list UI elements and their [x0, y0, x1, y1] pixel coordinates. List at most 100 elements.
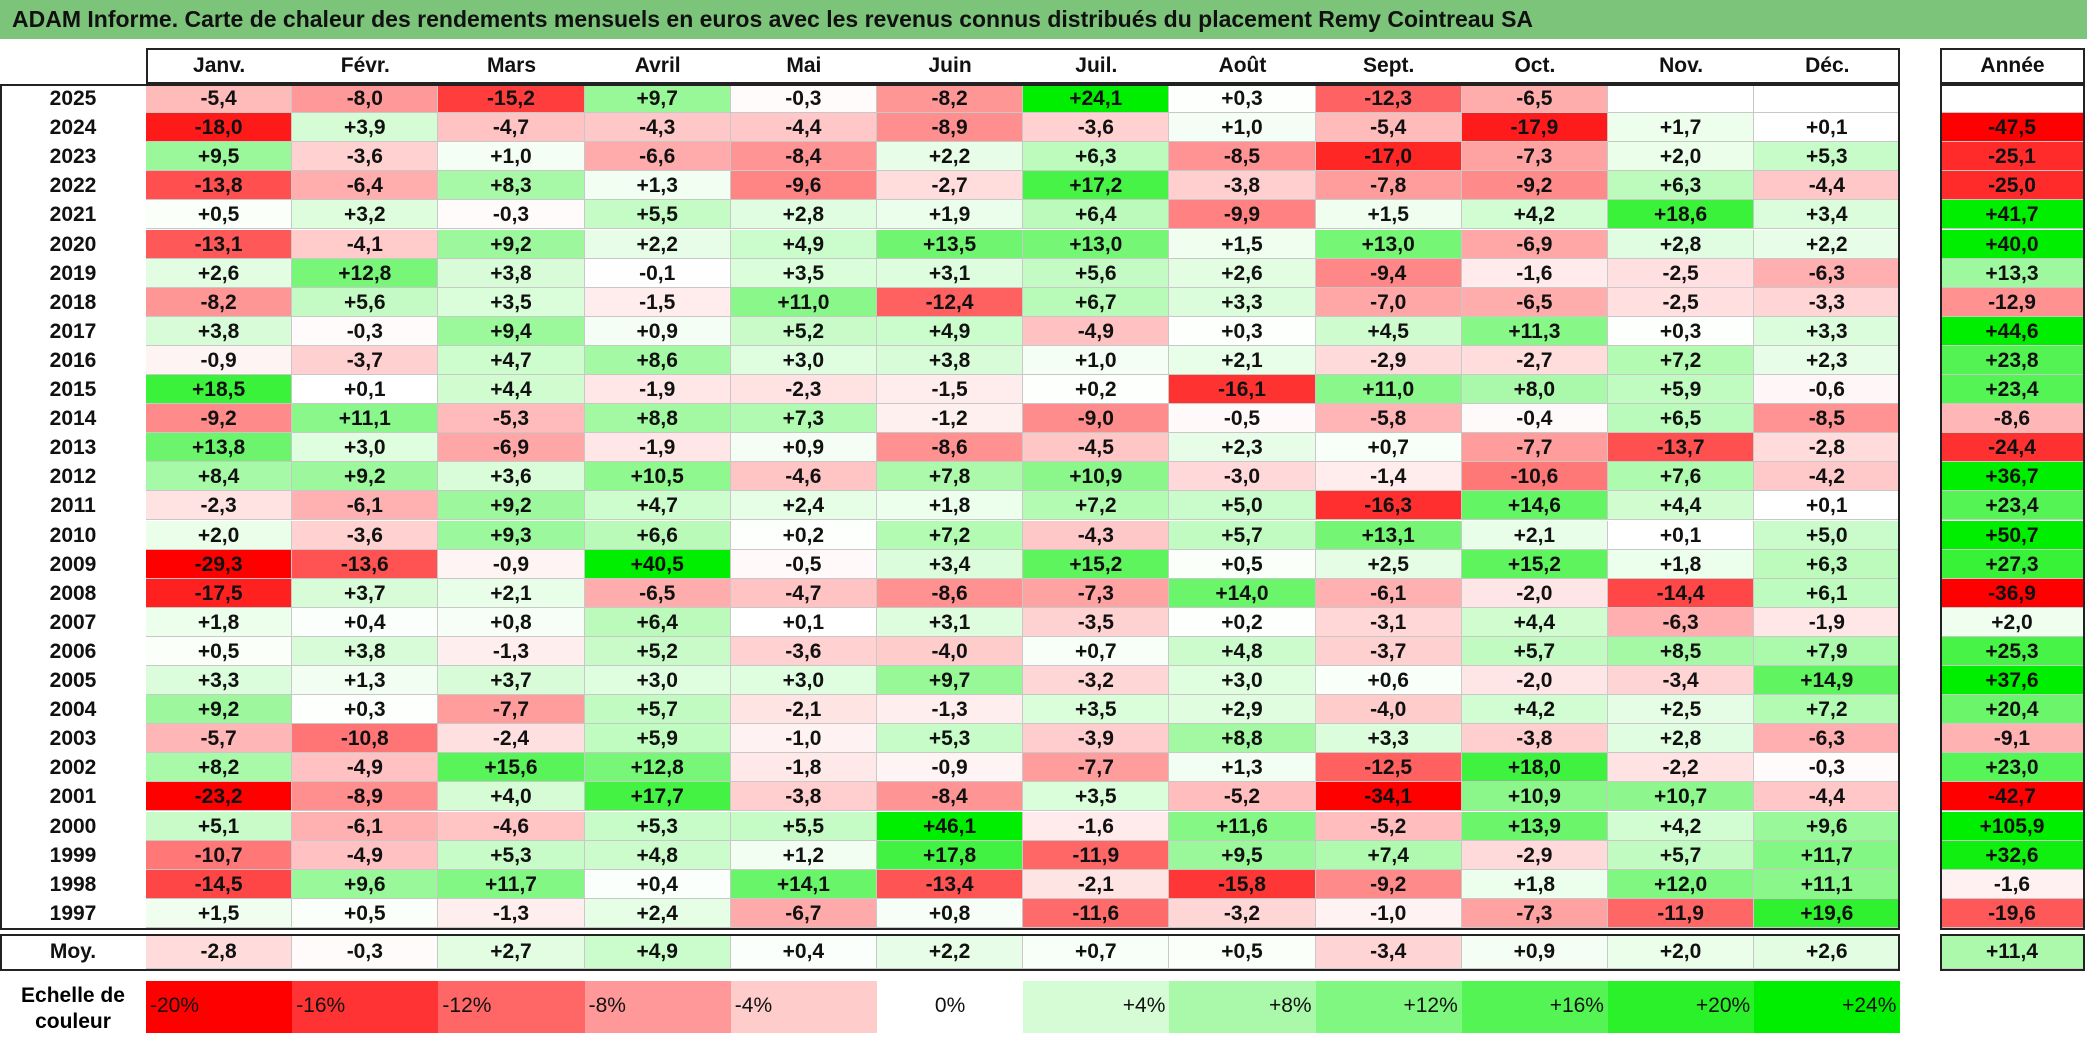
column-header: Mai — [730, 48, 877, 83]
annual-cell: -25,1 — [1940, 142, 2085, 172]
heatmap-cell: +3,0 — [292, 433, 439, 463]
heatmap-cell: +6,3 — [1608, 171, 1755, 201]
heatmap-cell: -10,8 — [292, 724, 439, 754]
row-year-label: 2019 — [49, 261, 97, 285]
heatmap-cell: +1,3 — [292, 666, 439, 696]
heatmap-cell: -0,5 — [730, 549, 877, 579]
annual-cell: -9,1 — [1940, 724, 2085, 754]
heatmap-cell: +5,6 — [292, 287, 439, 317]
row-year-label: 1999 — [49, 843, 97, 867]
row-year-label: 2021 — [49, 203, 97, 227]
color-scale-swatch: -12% — [438, 981, 585, 1033]
average-cell: +2,2 — [877, 933, 1024, 969]
heatmap-cell: +0,3 — [1169, 84, 1316, 114]
heatmap-cell: +0,2 — [1023, 375, 1170, 405]
heatmap-cell: -8,9 — [877, 113, 1024, 143]
heatmap-cell: +2,4 — [584, 898, 731, 928]
heatmap-cell — [1754, 84, 1901, 114]
annual-cell: +32,6 — [1940, 840, 2085, 870]
heatmap-cell: -3,8 — [1461, 724, 1608, 754]
heatmap-cell: +11,1 — [1754, 869, 1901, 899]
annual-cell — [1940, 84, 2085, 114]
heatmap-cell: +7,2 — [1608, 345, 1755, 375]
heatmap-cell: +2,3 — [1754, 345, 1901, 375]
heatmap-cell: +3,3 — [1169, 287, 1316, 317]
heatmap-cell: +2,1 — [1169, 345, 1316, 375]
heatmap-cell: +3,7 — [292, 578, 439, 608]
heatmap-cell: +0,4 — [292, 607, 439, 637]
heatmap-cell: +3,0 — [730, 666, 877, 696]
heatmap-cell: +11,7 — [1754, 840, 1901, 870]
heatmap-cell: -3,6 — [292, 142, 439, 172]
annual-cell: +40,0 — [1940, 229, 2085, 259]
heatmap-cell: +5,3 — [438, 840, 585, 870]
heatmap-cell: -1,3 — [877, 695, 1024, 725]
row-year-label: 2018 — [49, 290, 97, 314]
heatmap-cell: +5,6 — [1023, 258, 1170, 288]
heatmap-cell: -8,5 — [1754, 404, 1901, 434]
heatmap-cell: +9,7 — [584, 84, 731, 114]
heatmap-cell: +3,3 — [1315, 724, 1462, 754]
heatmap-cell: -4,7 — [438, 113, 585, 143]
heatmap-cell: -9,2 — [146, 404, 293, 434]
heatmap-cell: +6,4 — [1023, 200, 1170, 230]
row-year-label: 2017 — [49, 319, 97, 343]
heatmap-cell: +2,9 — [1169, 695, 1316, 725]
heatmap-cell: +13,5 — [877, 229, 1024, 259]
annual-cell: +50,7 — [1940, 520, 2085, 550]
heatmap-cell: +11,6 — [1169, 811, 1316, 841]
annual-cell: +25,3 — [1940, 636, 2085, 666]
heatmap-cell: -2,9 — [1461, 840, 1608, 870]
heatmap-cell: +2,2 — [877, 142, 1024, 172]
row-year-label: 2016 — [49, 348, 97, 372]
heatmap-cell: +24,1 — [1023, 84, 1170, 114]
heatmap-cell: -3,2 — [1169, 898, 1316, 928]
heatmap-cell: +2,4 — [730, 491, 877, 521]
heatmap-cell: +4,2 — [1461, 200, 1608, 230]
heatmap-cell: -6,1 — [1315, 578, 1462, 608]
heatmap-cell: +7,4 — [1315, 840, 1462, 870]
heatmap-cell: -12,5 — [1315, 753, 1462, 783]
heatmap-cell: +5,0 — [1754, 520, 1901, 550]
heatmap-cell: -5,8 — [1315, 404, 1462, 434]
heatmap-cell: -6,4 — [292, 171, 439, 201]
heatmap-cell: +3,9 — [292, 113, 439, 143]
color-scale-swatch: 0% — [877, 981, 1024, 1033]
color-scale-swatch: +24% — [1754, 981, 1901, 1033]
heatmap-cell: -4,0 — [1315, 695, 1462, 725]
heatmap-cell: +6,3 — [1754, 549, 1901, 579]
heatmap-cell: +3,8 — [438, 258, 585, 288]
heatmap-cell: +4,2 — [1608, 811, 1755, 841]
heatmap-cell: -7,7 — [1461, 433, 1608, 463]
row-year-label: 1997 — [49, 901, 97, 925]
color-scale-swatch: -4% — [730, 981, 877, 1033]
heatmap-cell: +13,1 — [1315, 520, 1462, 550]
heatmap-cell: -2,3 — [146, 491, 293, 521]
heatmap-cell: -1,0 — [730, 724, 877, 754]
heatmap-cell: +15,2 — [1461, 549, 1608, 579]
heatmap-cell: -3,8 — [730, 782, 877, 812]
heatmap-cell: -23,2 — [146, 782, 293, 812]
heatmap-cell: +8,2 — [146, 753, 293, 783]
heatmap-cell: -0,4 — [1461, 404, 1608, 434]
heatmap-cell: +0,4 — [584, 869, 731, 899]
row-year-label: 2003 — [49, 727, 97, 751]
heatmap-cell: +5,7 — [1169, 520, 1316, 550]
heatmap-cell: -1,5 — [877, 375, 1024, 405]
heatmap-cell: -0,3 — [438, 200, 585, 230]
column-header: Sept. — [1315, 48, 1462, 83]
color-scale-swatch: +16% — [1461, 981, 1608, 1033]
heatmap-cell: +5,0 — [1169, 491, 1316, 521]
heatmap-cell: -3,6 — [1023, 113, 1170, 143]
heatmap-cell: +4,7 — [438, 345, 585, 375]
heatmap-cell: -2,9 — [1315, 345, 1462, 375]
heatmap-cell — [1608, 84, 1755, 114]
heatmap-cell: +10,9 — [1023, 462, 1170, 492]
heatmap-cell: +5,7 — [1461, 636, 1608, 666]
average-annual-cell: +11,4 — [1940, 933, 2085, 969]
heatmap-cell: -2,5 — [1608, 287, 1755, 317]
heatmap-cell: +1,8 — [877, 491, 1024, 521]
heatmap-cell: -0,9 — [877, 753, 1024, 783]
heatmap-cell: -8,9 — [292, 782, 439, 812]
heatmap-cell: +7,8 — [877, 462, 1024, 492]
